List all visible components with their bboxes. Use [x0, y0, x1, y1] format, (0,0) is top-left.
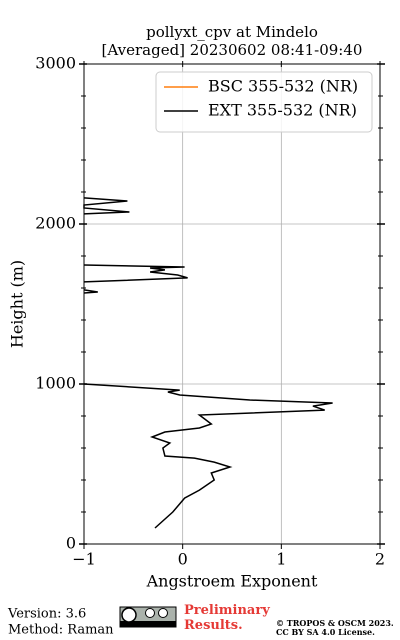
y-axis-label: Height (m) — [8, 260, 27, 348]
status-line: Preliminary Results. — [184, 603, 274, 633]
legend-label: BSC 355-532 (NR) — [208, 77, 358, 96]
y-tick-label: 0 — [66, 534, 76, 553]
y-tick-label: 3000 — [35, 54, 76, 73]
chart-title: pollyxt_cpv at Mindelo — [146, 23, 318, 41]
data-line — [83, 197, 333, 529]
legend-label: EXT 355-532 (NR) — [208, 101, 357, 120]
license: CC BY SA 4.0 License. — [276, 627, 375, 637]
x-tick-label: 2 — [375, 550, 385, 569]
x-tick-label: 0 — [178, 550, 188, 569]
x-tick-label: 1 — [276, 550, 286, 569]
plot-frame — [83, 63, 381, 545]
cc-logo — [119, 606, 177, 628]
copyright: © TROPOS & OSCM 2023. — [276, 618, 394, 628]
legend-box — [155, 71, 373, 133]
x-tick-label: −1 — [72, 550, 96, 569]
y-tick-label: 2000 — [35, 214, 76, 233]
method: Method: Raman — [8, 623, 114, 638]
chart-subtitle: [Averaged] 20230602 08:41-09:40 — [102, 41, 363, 59]
version: Version: 3.6 — [7, 607, 86, 622]
y-tick-label: 1000 — [35, 374, 76, 393]
x-axis-label: Angstroem Exponent — [146, 572, 318, 591]
